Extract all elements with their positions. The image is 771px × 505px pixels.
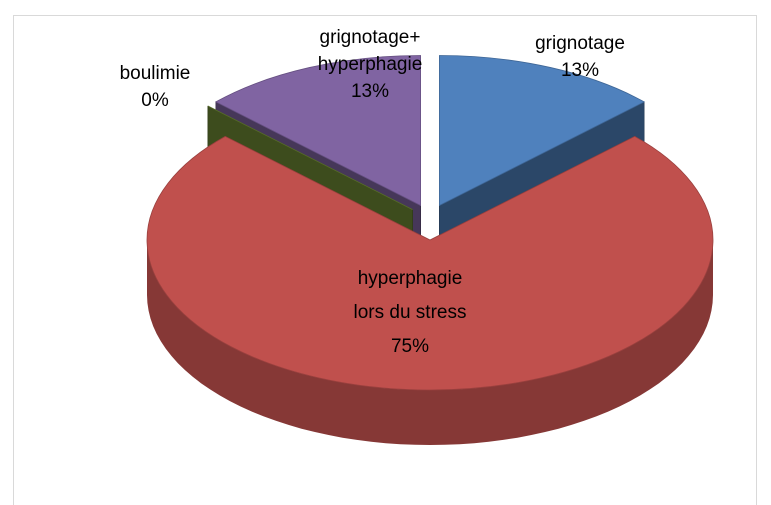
slice-name: boulimie bbox=[119, 63, 191, 84]
slice-wall bbox=[147, 240, 713, 445]
data-label: grignotage+ hyperphagie 13% bbox=[295, 24, 445, 105]
slice-value: 0% bbox=[141, 90, 169, 111]
slice-value: 75% bbox=[390, 336, 430, 357]
slice-value: 13% bbox=[560, 60, 600, 81]
slice-value: 13% bbox=[350, 81, 390, 102]
chart-frame bbox=[13, 15, 757, 505]
data-label: hyperphagie lors du stress 75% bbox=[345, 262, 475, 364]
slice bbox=[146, 135, 714, 445]
slice-top bbox=[146, 135, 714, 391]
data-label: boulimie 0% bbox=[100, 60, 210, 114]
slice-name: grignotage+ hyperphagie bbox=[317, 27, 423, 75]
slice-top bbox=[207, 105, 413, 210]
slice-top bbox=[439, 55, 646, 207]
slice-name: grignotage bbox=[535, 33, 625, 54]
slice-name: hyperphagie lors du stress bbox=[353, 268, 467, 323]
slice-top bbox=[214, 55, 421, 207]
data-label: grignotage 13% bbox=[505, 30, 655, 84]
